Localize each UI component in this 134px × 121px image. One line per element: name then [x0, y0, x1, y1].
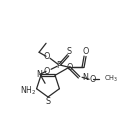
Text: O: O [66, 63, 73, 72]
Text: NH$_2$: NH$_2$ [20, 84, 36, 97]
Text: N: N [82, 73, 88, 82]
Text: CH$_3$: CH$_3$ [104, 74, 118, 84]
Text: O: O [44, 52, 50, 61]
Text: O: O [44, 67, 50, 76]
Text: O: O [89, 75, 96, 84]
Text: N: N [36, 70, 42, 79]
Text: O: O [83, 47, 89, 56]
Text: S: S [66, 47, 72, 56]
Text: S: S [45, 97, 51, 106]
Text: P: P [57, 61, 61, 70]
